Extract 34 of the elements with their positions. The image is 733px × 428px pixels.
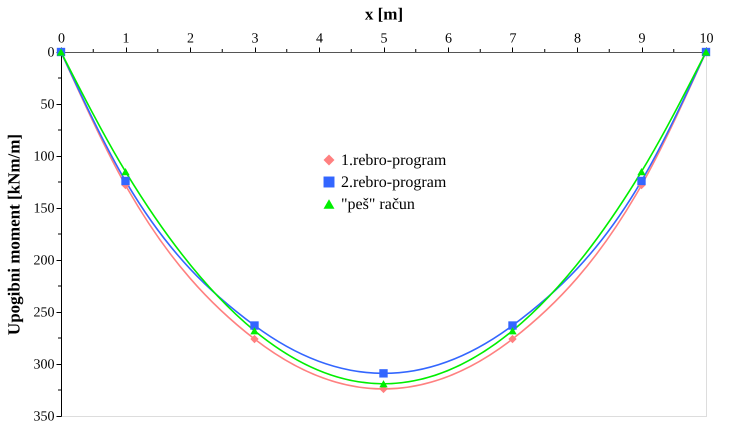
point [637, 176, 646, 186]
point [121, 176, 130, 186]
x-tick-label: 5 [380, 32, 388, 46]
legend-label: "peš" račun [341, 196, 415, 213]
x-tick-label: 2 [187, 32, 194, 46]
x-axis-title: x [m] [364, 4, 404, 24]
x-tick-label: 1 [122, 32, 130, 46]
y-tick-label: 150 [34, 202, 54, 216]
x-tick-label: 9 [638, 32, 646, 46]
x-tick-label: 7 [510, 32, 516, 46]
x-tick-label: 8 [574, 32, 581, 46]
y-tick-label: 100 [34, 150, 54, 164]
x-tick-label: 10 [700, 32, 714, 46]
point [250, 327, 259, 334]
point [250, 334, 259, 344]
x-tick-label: 0 [58, 32, 65, 46]
legend-label: 2.rebro-program [341, 174, 447, 191]
point [508, 334, 517, 344]
y-tick-label: 200 [34, 254, 54, 268]
point [379, 369, 388, 378]
y-tick-label: 50 [40, 98, 54, 112]
y-tick-label: 350 [34, 410, 54, 424]
point [637, 168, 646, 176]
point [121, 168, 130, 176]
y-tick-label: 250 [34, 306, 54, 320]
x-tick-label: 6 [445, 32, 452, 46]
y-axis-title: Upogibni moment [kNm/m] [4, 134, 24, 336]
y-tick-label: 0 [48, 46, 54, 60]
point [379, 380, 388, 388]
legend-label: 1.rebro-program [341, 152, 447, 169]
point [508, 327, 517, 334]
x-tick-label: 4 [316, 32, 323, 46]
x-tick-label: 3 [252, 32, 258, 46]
y-tick-label: 300 [34, 358, 54, 372]
